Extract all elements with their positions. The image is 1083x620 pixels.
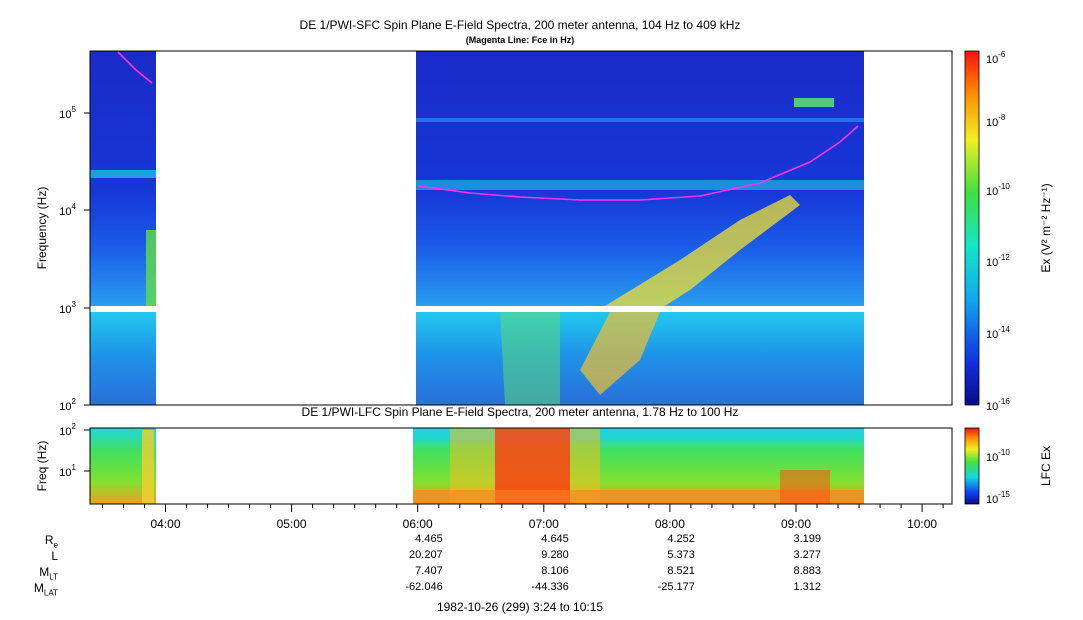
ephemeris-value: 4.465 — [415, 533, 443, 545]
ephemeris-label-l: L — [51, 549, 58, 563]
sfc-band-120 — [416, 118, 864, 122]
panel1-subtitle: (Magenta Line: Fce in Hz) — [465, 35, 575, 45]
lfc-cbtick-label: 10-10 — [986, 448, 1010, 464]
time-tick-label: 06:00 — [403, 517, 433, 531]
time-tick-label: 09:00 — [781, 517, 811, 531]
fce-line-right — [417, 125, 859, 201]
time-range: 1982-10-26 (299) 3:24 to 10:15 — [436, 600, 604, 614]
ephemeris-value: 8.883 — [793, 565, 821, 577]
time-tick-label: 04:00 — [150, 517, 180, 531]
sfc-left-edge-emission — [146, 230, 156, 308]
sfc-spectrogram-panel — [89, 50, 953, 406]
sfc-colorbar-label: Ex (V² m⁻² Hz⁻¹) — [1039, 183, 1053, 272]
sfc-y-axis-label: Frequency (Hz) — [35, 187, 49, 270]
ephemeris-value: 9.280 — [541, 549, 569, 561]
lfc-ytick-label: 102 — [59, 422, 76, 438]
ephemeris-value: 4.645 — [541, 533, 569, 545]
ephemeris-label-mlt: MLT — [39, 565, 58, 582]
lfc-colorbar-label: LFC Ex — [1039, 446, 1053, 486]
time-axis: 04:00 05:00 06:00 07:00 08:00 09:00 10:00 — [101, 504, 944, 531]
sfc-y-axis: 105 104 103 102 Frequency (Hz) — [35, 105, 90, 413]
ephemeris-value: -62.046 — [405, 581, 443, 593]
sfc-ytick-label: 105 — [59, 105, 76, 121]
lfc-plot-frame — [89, 427, 953, 505]
sfc-left-lower-block — [90, 312, 156, 405]
sfc-plot-frame — [89, 50, 953, 406]
sfc-cbtick-label: 10-16 — [986, 397, 1010, 413]
lfc-low-freq-band — [413, 490, 864, 504]
sfc-ytick-label: 102 — [59, 397, 76, 413]
ephemeris-value: 8.521 — [667, 565, 695, 577]
ephemeris-value: -44.336 — [531, 581, 569, 593]
fce-line-left — [117, 51, 153, 84]
lfc-cbtick-label: 10-15 — [986, 490, 1010, 506]
sfc-ytick-label: 104 — [59, 202, 76, 218]
panel2-title: DE 1/PWI-LFC Spin Plane E-Field Spectra,… — [301, 405, 739, 419]
ephemeris-value: 1.312 — [793, 581, 821, 593]
panel1-title: DE 1/PWI-SFC Spin Plane E-Field Spectra,… — [299, 18, 741, 32]
ephemeris-label-mlat: MLAT — [33, 581, 58, 598]
time-tick-label: 05:00 — [277, 517, 307, 531]
sfc-emission-core — [500, 312, 560, 405]
ephemeris-label-re: Re — [44, 533, 58, 550]
ephemeris-value: 3.199 — [793, 533, 821, 545]
ephemeris-value: 8.106 — [541, 565, 569, 577]
time-tick-label: 07:00 — [529, 517, 559, 531]
lfc-late-emission — [780, 470, 830, 504]
sfc-cbtick-label: 10-6 — [986, 50, 1006, 66]
sfc-cbtick-label: 10-10 — [986, 182, 1010, 198]
sfc-colorbar-gradient — [964, 50, 980, 406]
lfc-spectrogram-panel — [89, 427, 953, 505]
sfc-ytick-label: 103 — [59, 300, 76, 316]
sfc-colorbar: 10-6 10-8 10-10 10-12 10-14 10-16 Ex (V²… — [964, 50, 1053, 413]
ephemeris-value: -25.177 — [657, 581, 695, 593]
ephemeris-value: 7.407 — [415, 565, 443, 577]
lfc-y-axis-label: Freq (Hz) — [35, 441, 49, 492]
lfc-y-axis: 102 101 Freq (Hz) — [35, 422, 90, 491]
ephemeris-value: 20.207 — [409, 549, 443, 561]
time-tick-label: 10:00 — [907, 517, 937, 531]
sfc-emission-stripe-lower — [580, 312, 660, 395]
ephemeris-value: 3.277 — [793, 549, 821, 561]
lfc-ytick-label: 101 — [59, 463, 76, 479]
sfc-cbtick-label: 10-14 — [986, 325, 1010, 341]
sfc-cbtick-label: 10-8 — [986, 113, 1006, 129]
lfc-colorbar: 10-10 10-15 LFC Ex — [964, 427, 1053, 506]
sfc-cbtick-label: 10-12 — [986, 253, 1010, 269]
time-tick-label: 08:00 — [655, 517, 685, 531]
lfc-colorbar-gradient — [964, 427, 980, 505]
sfc-emission-stripe-upper — [600, 195, 800, 309]
sfc-high-freq-band — [794, 98, 834, 107]
sfc-gap-band — [90, 306, 952, 312]
sfc-left-upper-block — [90, 51, 156, 309]
sfc-band-185 — [416, 180, 864, 190]
ephemeris-value: 4.252 — [667, 533, 695, 545]
ephemeris-value: 5.373 — [667, 549, 695, 561]
sfc-left-band — [90, 170, 156, 178]
lfc-left-edge-emission — [142, 430, 154, 504]
